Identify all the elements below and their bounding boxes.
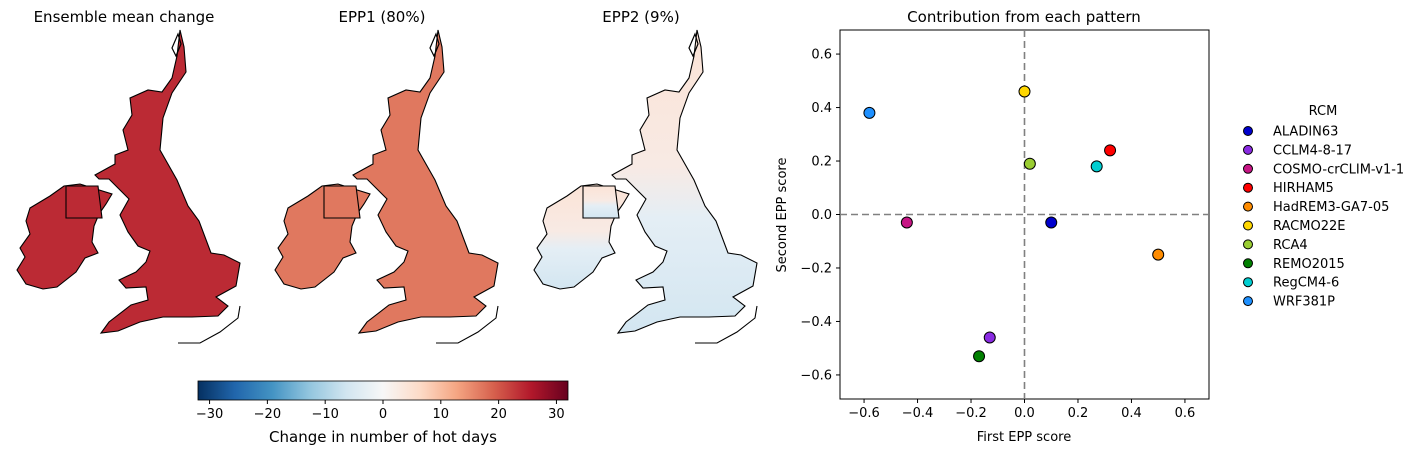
colorbar: −30 −20 −10 0 10 20 30 Change in number of hot… xyxy=(196,380,569,446)
scatter-point xyxy=(900,216,913,229)
map-title: Ensemble mean change xyxy=(34,8,215,26)
colorbar-label: Change in number of hot days xyxy=(269,428,497,446)
y-tick-label: 0.2 xyxy=(811,155,832,170)
map-panel: EPP2 (9%) xyxy=(533,8,758,344)
scatter-panel: Contribution from each pattern −0.6 −0.4−… xyxy=(775,8,1210,445)
legend-label: HadREM3-GA7-05 xyxy=(1273,200,1389,215)
legend-marker xyxy=(1243,220,1253,231)
map-coast-south xyxy=(436,305,499,344)
legend-marker xyxy=(1243,182,1253,193)
colorbar-tick-label: −30 xyxy=(196,407,223,422)
scatter-point xyxy=(1104,144,1117,157)
legend-label: HIRHAM5 xyxy=(1273,181,1334,196)
colorbar-tick-label: 30 xyxy=(548,407,565,422)
y-tick-label: −0.2 xyxy=(800,261,832,276)
y-tick-label: −0.6 xyxy=(800,368,832,383)
legend-label: ALADIN63 xyxy=(1273,125,1338,140)
legend-title: RCM xyxy=(1309,104,1338,119)
legend-label: CCLM4-8-17 xyxy=(1273,143,1352,158)
map-islands xyxy=(429,32,440,58)
legend-marker xyxy=(1243,239,1253,250)
map-title: EPP1 (80%) xyxy=(339,8,426,26)
x-tick-label: −0.6 xyxy=(848,406,880,421)
x-tick-label: 0.6 xyxy=(1175,406,1196,421)
scatter-point xyxy=(983,331,996,344)
map-panels: Ensemble mean change EPP1 (80%) EPP2 (9%) xyxy=(16,8,758,344)
map-land xyxy=(533,29,758,334)
map-islands xyxy=(171,32,182,58)
scatter-title: Contribution from each pattern xyxy=(907,8,1141,26)
scatter-point xyxy=(1023,157,1036,170)
x-axis-label: First EPP score xyxy=(977,430,1071,445)
map-panel: EPP1 (80%) xyxy=(274,8,499,344)
colorbar-tick-label: 0 xyxy=(379,407,387,422)
legend-marker xyxy=(1243,126,1253,136)
colorbar-tick-label: 10 xyxy=(433,407,450,422)
map-title: EPP2 (9%) xyxy=(602,8,679,26)
x-tick-label: 0.2 xyxy=(1068,406,1089,421)
scatter-point xyxy=(1045,216,1058,229)
colorbar-tick-label: −20 xyxy=(254,407,281,422)
legend-label: RegCM4-6 xyxy=(1273,276,1339,291)
legend-label: WRF381P xyxy=(1273,295,1335,310)
y-tick-label: 0.0 xyxy=(811,208,832,223)
y-axis-label: Second EPP score xyxy=(775,158,790,273)
x-tick-label: −0.2 xyxy=(955,406,987,421)
scatter-point xyxy=(863,106,876,119)
colorbar-gradient xyxy=(197,380,569,401)
scatter-point xyxy=(1018,85,1031,98)
colorbar-tick-label: 20 xyxy=(490,407,507,422)
legend: RCM ALADIN63 CCLM4-8-17 COSMO-crCLIM-v1-1 H… xyxy=(1243,104,1404,310)
x-tick-label: 0.4 xyxy=(1121,406,1142,421)
y-tick-label: 0.6 xyxy=(811,48,832,63)
legend-items: ALADIN63 CCLM4-8-17 COSMO-crCLIM-v1-1 HIRHA… xyxy=(1243,125,1404,310)
scatter-point xyxy=(1152,248,1165,261)
legend-marker xyxy=(1243,277,1253,288)
legend-marker xyxy=(1243,258,1253,269)
legend-label: REMO2015 xyxy=(1273,257,1345,272)
y-tick-label: −0.4 xyxy=(800,315,832,330)
map-land xyxy=(16,29,241,334)
x-tick-label: −0.4 xyxy=(902,406,934,421)
scatter-point xyxy=(1090,160,1103,173)
legend-label: RACMO22E xyxy=(1273,219,1345,234)
map-land xyxy=(274,29,499,334)
colorbar-ticks: −30 −20 −10 0 10 20 30 xyxy=(196,400,565,422)
map-coast-south xyxy=(178,305,241,344)
legend-label: RCA4 xyxy=(1273,238,1308,253)
colorbar-tick-label: −10 xyxy=(311,407,338,422)
legend-marker xyxy=(1243,163,1253,174)
legend-marker xyxy=(1243,201,1253,212)
x-axis-ticks: −0.6 −0.4 −0.2 0.0 0.2 0.4 0.6 xyxy=(848,399,1195,421)
legend-marker xyxy=(1243,296,1253,307)
legend-marker xyxy=(1243,144,1253,155)
map-panel: Ensemble mean change xyxy=(16,8,241,344)
y-tick-label: 0.4 xyxy=(811,101,832,116)
y-axis-ticks: −0.6 −0.4 −0.2 0.0 0.2 0.4 0.6 xyxy=(800,48,840,383)
scatter-point xyxy=(973,350,986,363)
scatter-points xyxy=(863,85,1165,363)
legend-label: COSMO-crCLIM-v1-1 xyxy=(1273,162,1404,177)
map-coast-south xyxy=(695,305,758,344)
map-islands xyxy=(688,32,699,58)
x-tick-label: 0.0 xyxy=(1014,406,1035,421)
